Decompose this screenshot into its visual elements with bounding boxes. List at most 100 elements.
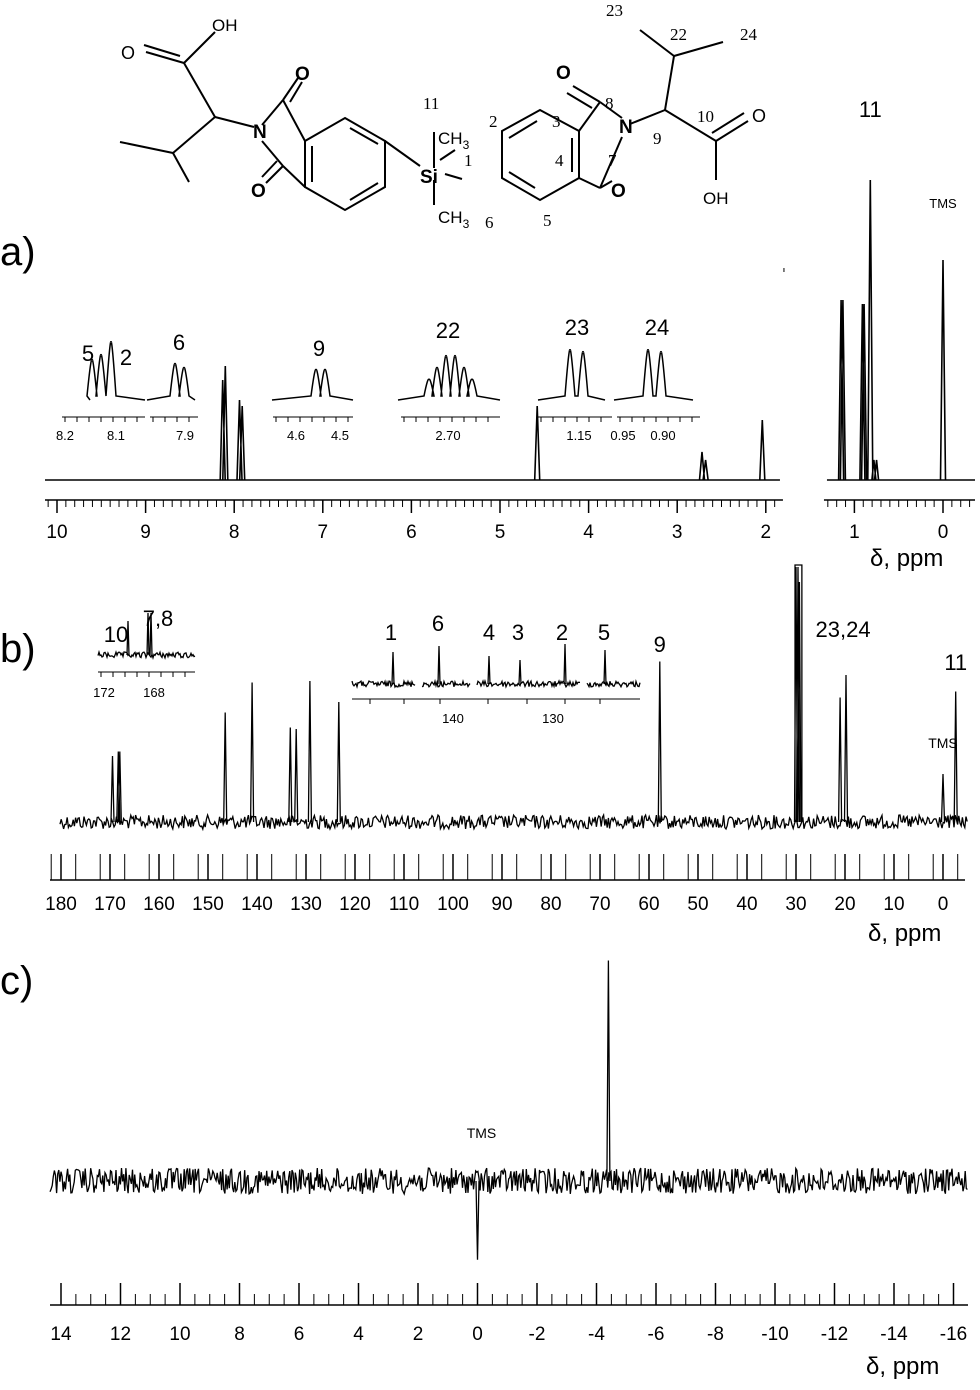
inset-peak-label: 22 [436,318,460,343]
inset-tick-label: 2.70 [435,428,460,443]
x-tick-label: -2 [529,1324,546,1345]
panel-b-insets: 10 7,8 172 168 1 6 4 3 2 5 140 130 [93,606,641,726]
atom-o-bottom-left: O [251,181,266,202]
inset-trace [537,349,606,401]
atom-n-left: N [253,122,267,143]
atom-o-acid-left: O [121,43,135,63]
x-tick-label: 8 [229,522,240,543]
num-1: 1 [464,151,473,170]
inset-tick-label: 7.9 [176,428,194,443]
x-tick-label: 50 [687,894,708,915]
panel-c-label: c) [0,959,33,1003]
inset-trace [613,349,694,401]
x-tick-label: 120 [339,894,371,915]
num-24: 24 [740,25,758,44]
x-tick-label: -12 [821,1324,848,1345]
x-tick-label: 5 [495,522,506,543]
x-tick-label: 100 [437,894,469,915]
chemical-structure [119,29,749,212]
inset-tick-label: 140 [442,711,464,726]
peak-label-tms: TMS [467,1125,497,1141]
x-tick-label: 0 [472,1324,483,1345]
x-tick-label: 0 [938,522,949,543]
inset-tick-label: 4.6 [287,428,305,443]
inset-trace [97,612,196,660]
inset-peak-label: 10 [104,622,128,647]
inset-peak-label: 5 [598,620,610,645]
x-tick-label: 70 [589,894,610,915]
atom-oh-left: OH [212,16,238,35]
x-tick-label: 110 [389,894,419,915]
x-tick-label: 130 [290,894,322,915]
x-tick-label: 2 [761,522,772,543]
inset-trace [351,643,641,689]
inset-trace [146,362,196,401]
x-tick-label: 170 [94,894,126,915]
num-23: 23 [606,1,623,20]
x-tick-label: 40 [736,894,757,915]
x-tick-label: 6 [406,522,417,543]
inset-trace [86,341,146,401]
panel-b-x-axis: 180 170 160 150 140 130 120 110 100 90 80 70 60 50 40 3… [45,854,965,915]
panel-a-inset-4: 231.15 [537,315,612,443]
num-11: 11 [423,94,439,113]
peak-label-tms: TMS [928,735,958,751]
atom-ch3-top: CH3 [438,129,470,152]
panel-a-spectrum-line [45,179,975,481]
num-3: 3 [552,112,561,131]
inset-peak-label: 6 [173,330,185,355]
panel-a-inset-3: 222.70 [397,318,501,443]
x-tick-label: 3 [672,522,683,543]
panel-a-inset-2: 9 4.6 4.5 [271,336,354,443]
x-tick-label: 8 [234,1324,245,1345]
atom-o-top-right: O [556,63,571,84]
panel-a-xlabel: δ, ppm [870,545,943,572]
panel-b-inset-aromatic: 1 6 4 3 2 5 140 130 [351,611,641,726]
atom-n-right: N [619,117,633,138]
panel-b-label: b) [0,627,36,671]
x-tick-label: 4 [353,1324,364,1345]
panel-a-inset-1: 67.9 [146,330,198,443]
peak-label-tms: TMS [929,196,957,211]
inset-tick-label: 8.2 [56,428,74,443]
inset-peak-label: 24 [645,315,669,340]
atom-si: Si [420,167,438,188]
inset-trace [271,368,354,401]
num-5: 5 [543,211,552,230]
peak-label-23-24: 23,24 [816,617,871,642]
panel-c-29si-spectrum: c) TMS 14 12 10 8 6 4 2 0 -2 -4 -6 -8 -10 -12 -14 -16 δ… [0,959,968,1380]
atom-o-acid-right: O [752,106,766,126]
num-4: 4 [555,151,564,170]
x-tick-label: 0 [938,894,949,915]
num-7: 7 [608,151,617,170]
x-tick-label: -14 [880,1324,908,1345]
x-tick-label: 7 [318,522,329,543]
x-tick-label: 10 [883,894,904,915]
num-8: 8 [605,94,614,113]
x-tick-label: 6 [294,1324,305,1345]
panel-a-x-axis: 10 9 8 7 6 5 4 3 2 1 0 [45,268,975,543]
atom-o-top-left: O [295,64,310,85]
inset-peak-label: 2 [120,345,132,370]
panel-a-inset-5: 24 0.95 0.90 [610,315,700,443]
x-tick-label: 80 [540,894,561,915]
panel-c-spectrum-line [49,960,968,1260]
panel-b-13c-spectrum: b) 10 7,8 172 168 1 6 4 3 2 5 140 130 9 23,24 TMS 11 1… [0,564,968,947]
x-tick-label: 140 [241,894,273,915]
inset-peak-label: 2 [556,620,568,645]
inset-peak-label: 1 [385,620,397,645]
x-tick-label: 9 [140,522,151,543]
inset-peak-label: 23 [565,315,589,340]
x-tick-label: -8 [707,1324,724,1345]
inset-tick-label: 168 [143,685,165,700]
num-10: 10 [697,107,714,126]
inset-tick-label: 4.5 [331,428,349,443]
num-2: 2 [489,112,498,131]
peak-label-11: 11 [944,650,967,675]
num-6: 6 [485,213,494,232]
inset-peak-label: 6 [432,611,444,636]
num-9: 9 [653,129,662,148]
x-tick-label: 30 [785,894,806,915]
x-tick-label: -4 [588,1324,605,1345]
